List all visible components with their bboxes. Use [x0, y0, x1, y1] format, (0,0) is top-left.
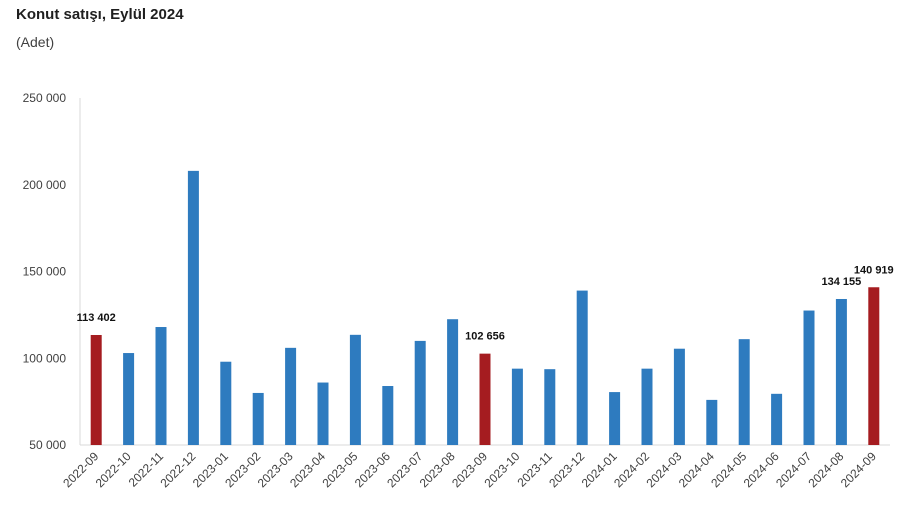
bar — [479, 353, 491, 445]
y-tick-label: 150 000 — [23, 265, 67, 279]
bar — [511, 368, 523, 445]
bar — [90, 334, 102, 445]
bar — [155, 327, 167, 445]
bar — [706, 399, 718, 445]
bar — [252, 392, 264, 445]
y-tick-label: 50 000 — [29, 438, 66, 452]
bar — [835, 298, 847, 445]
bar — [868, 287, 880, 445]
bar — [544, 369, 556, 445]
chart-title: Konut satışı, Eylül 2024 — [16, 6, 184, 23]
data-label: 134 155 — [822, 276, 862, 288]
bar — [123, 353, 135, 445]
bar — [576, 290, 588, 445]
y-tick-label: 100 000 — [23, 351, 67, 365]
bar — [285, 347, 297, 445]
bar — [382, 386, 394, 445]
bar — [738, 339, 750, 445]
bar — [673, 348, 685, 445]
bar — [803, 310, 815, 445]
chart-subtitle: (Adet) — [16, 34, 55, 50]
y-tick-label: 250 000 — [23, 91, 67, 105]
bar — [220, 361, 232, 445]
x-tick-label: 2024-09 — [838, 449, 879, 490]
bar — [609, 392, 621, 445]
bar — [641, 368, 653, 445]
y-tick-label: 200 000 — [23, 178, 67, 192]
bar — [414, 340, 426, 445]
bar — [771, 393, 783, 445]
data-label: 113 402 — [77, 312, 116, 324]
data-label: 140 919 — [854, 264, 894, 276]
bar — [317, 382, 329, 445]
bar — [187, 170, 199, 445]
x-tick-label: 2023-10 — [481, 449, 522, 490]
data-label: 102 656 — [465, 331, 505, 343]
bar — [447, 319, 459, 445]
x-tick-label: 2022-10 — [93, 449, 134, 490]
bar — [349, 334, 361, 445]
